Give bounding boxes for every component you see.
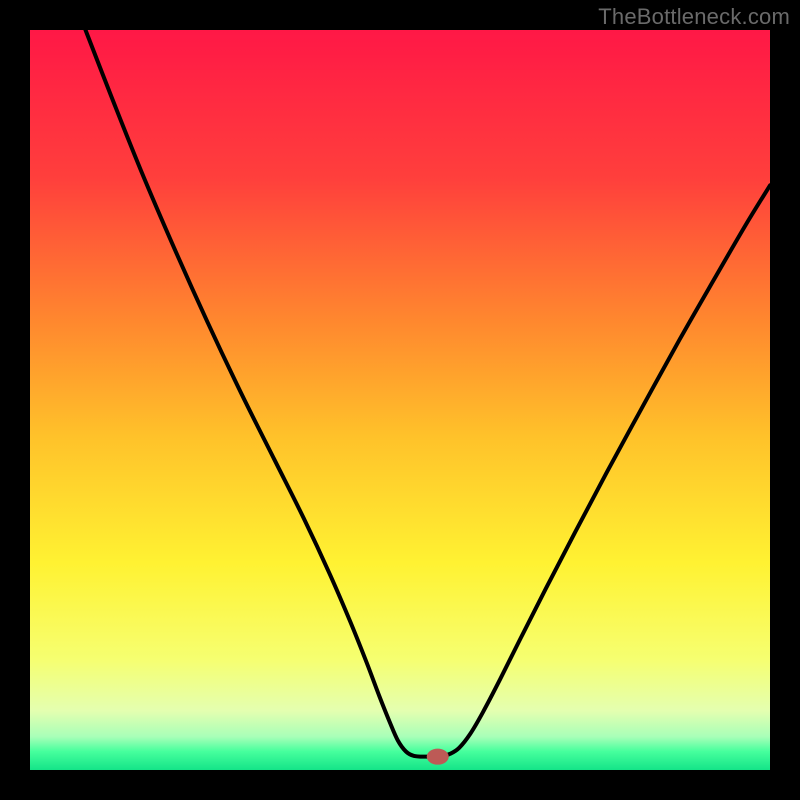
watermark-text: TheBottleneck.com [598, 4, 790, 30]
optimal-point-marker [427, 749, 449, 765]
chart-stage: TheBottleneck.com [0, 0, 800, 800]
plot-background [30, 30, 770, 770]
bottleneck-curve-chart [0, 0, 800, 800]
